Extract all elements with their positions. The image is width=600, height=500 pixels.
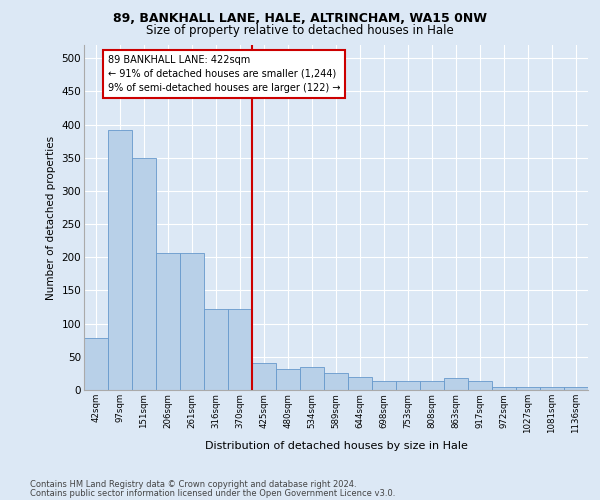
Bar xyxy=(228,309,252,390)
Bar xyxy=(420,380,444,390)
Bar xyxy=(372,380,396,390)
Text: Contains public sector information licensed under the Open Government Licence v3: Contains public sector information licen… xyxy=(30,488,395,498)
Bar xyxy=(252,364,276,390)
Bar xyxy=(516,386,540,390)
Bar xyxy=(156,252,180,390)
Bar xyxy=(108,130,132,390)
Bar xyxy=(180,252,204,390)
Bar xyxy=(84,338,108,390)
Bar xyxy=(276,369,300,390)
Bar xyxy=(300,368,324,390)
Text: 89, BANKHALL LANE, HALE, ALTRINCHAM, WA15 0NW: 89, BANKHALL LANE, HALE, ALTRINCHAM, WA1… xyxy=(113,12,487,26)
Bar xyxy=(540,386,564,390)
Bar xyxy=(492,386,516,390)
Text: Size of property relative to detached houses in Hale: Size of property relative to detached ho… xyxy=(146,24,454,37)
Bar xyxy=(396,380,420,390)
Text: 89 BANKHALL LANE: 422sqm
← 91% of detached houses are smaller (1,244)
9% of semi: 89 BANKHALL LANE: 422sqm ← 91% of detach… xyxy=(108,55,341,93)
Y-axis label: Number of detached properties: Number of detached properties xyxy=(46,136,56,300)
Bar xyxy=(444,378,468,390)
Bar xyxy=(564,386,588,390)
Bar xyxy=(348,376,372,390)
Bar xyxy=(468,380,492,390)
Text: Contains HM Land Registry data © Crown copyright and database right 2024.: Contains HM Land Registry data © Crown c… xyxy=(30,480,356,489)
Bar xyxy=(204,309,228,390)
Bar xyxy=(132,158,156,390)
Bar xyxy=(324,374,348,390)
X-axis label: Distribution of detached houses by size in Hale: Distribution of detached houses by size … xyxy=(205,442,467,452)
